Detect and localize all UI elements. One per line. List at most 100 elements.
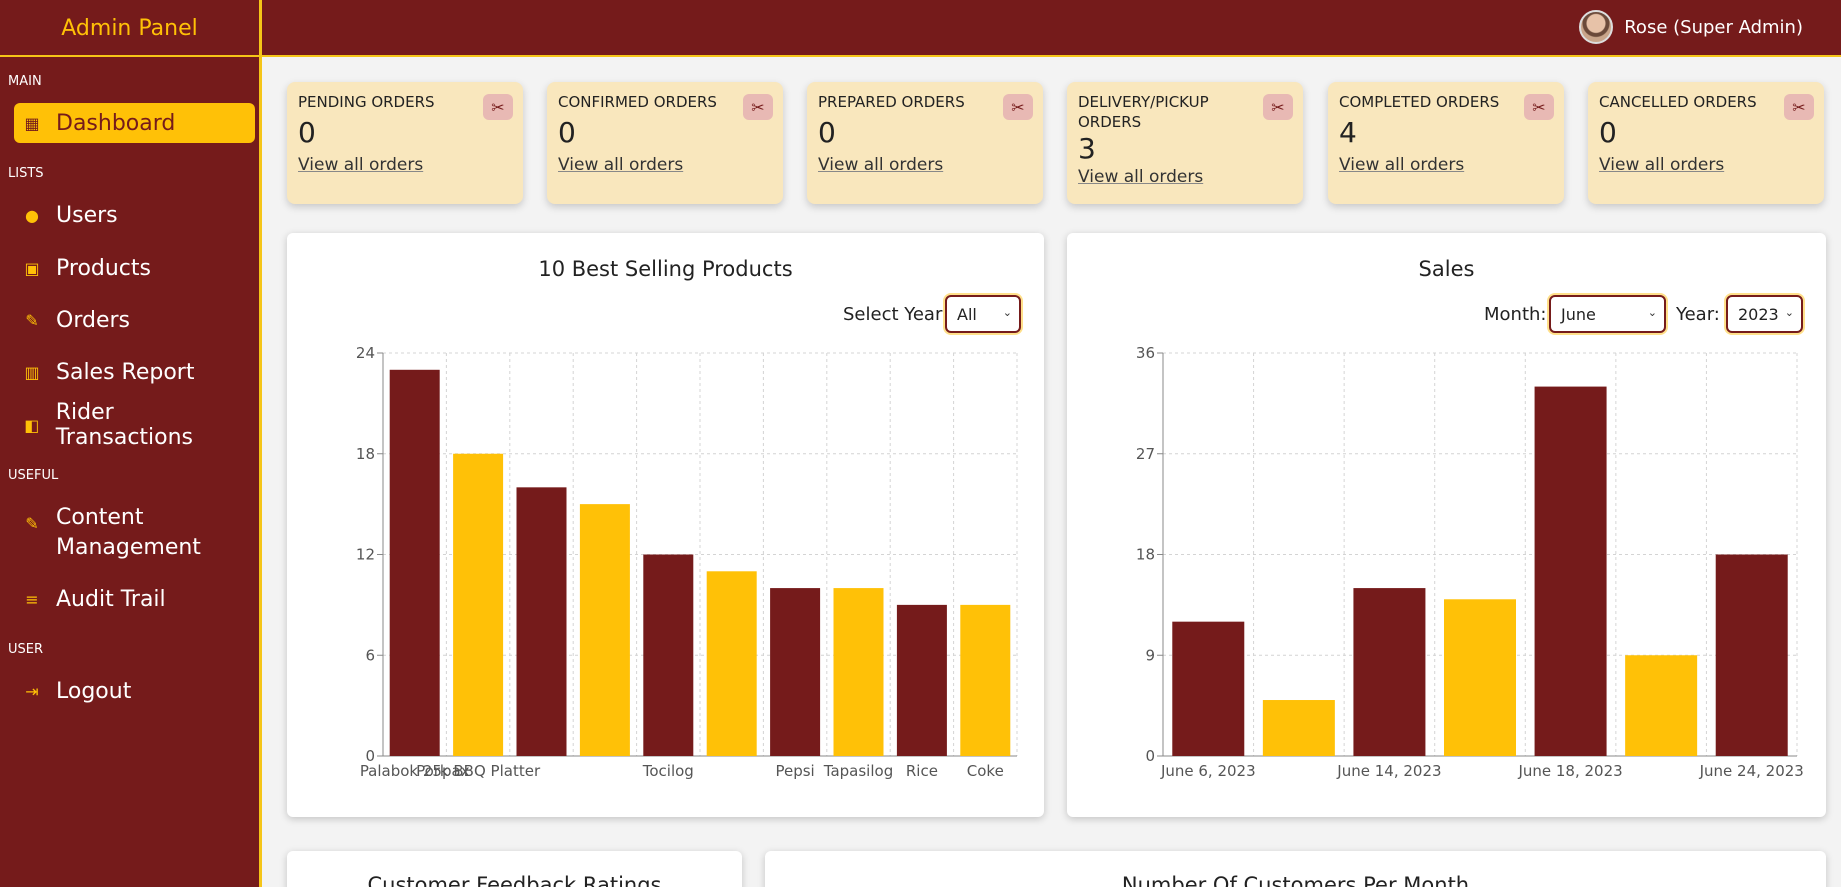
card-confirmed-orders: CONFIRMED ORDERS 0 View all orders ✂ — [547, 82, 783, 204]
chart-bar — [1715, 554, 1788, 756]
utensils-icon: ✂ — [1003, 94, 1033, 120]
chart-icon: ▥ — [24, 362, 40, 382]
y-tick-label: 18 — [1136, 546, 1155, 564]
chart-bar — [1353, 588, 1426, 756]
x-tick-label: Pepsi — [775, 762, 814, 780]
feedback-panel: Customer Feedback Ratings — [287, 851, 742, 887]
chart-bar — [833, 588, 884, 756]
chart-bar — [643, 554, 694, 756]
utensils-icon: ✂ — [743, 94, 773, 120]
card-prepared-orders: PREPARED ORDERS 0 View all orders ✂ — [807, 82, 1043, 204]
utensils-icon: ✂ — [483, 94, 513, 120]
card-title: PENDING ORDERS — [298, 93, 435, 111]
chevron-down-icon: ⌄ — [1002, 306, 1012, 319]
store-icon: ▣ — [24, 258, 40, 278]
brand-title[interactable]: Admin Panel — [0, 0, 262, 57]
y-tick-label: 18 — [356, 445, 375, 463]
view-all-orders-link[interactable]: View all orders — [1599, 155, 1725, 175]
card-count: 0 — [558, 116, 576, 149]
avatar[interactable] — [1579, 10, 1614, 44]
user-name[interactable]: Rose (Super Admin) — [1624, 16, 1803, 38]
card-count: 0 — [1599, 116, 1617, 149]
sidebar-item-dashboard[interactable]: ▦ Dashboard — [14, 103, 255, 143]
search-list-icon: ≡ — [25, 589, 39, 609]
sidebar-item-rider-transactions[interactable]: ◧ Rider Transactions — [14, 400, 255, 450]
card-title: PREPARED ORDERS — [818, 93, 965, 111]
x-tick-label: June 18, 2023 — [1517, 762, 1622, 780]
section-lists: LISTS — [8, 166, 44, 181]
sidebar-item-products[interactable]: ▣ Products — [14, 248, 255, 288]
y-tick-label: 24 — [356, 344, 375, 362]
x-tick-label: Palabok 25pax — [360, 762, 470, 780]
sales-year-select[interactable]: 2023 ⌄ — [1726, 295, 1803, 333]
sales-chart: 0 9 18 27 36 June 6, 2023 June 14, 2023 June 18… — [1136, 344, 1804, 780]
y-tick-label: 6 — [365, 646, 375, 664]
card-pending-orders: PENDING ORDERS 0 View all orders ✂ — [287, 82, 523, 204]
view-all-orders-link[interactable]: View all orders — [1078, 167, 1204, 187]
chart-bar — [1444, 599, 1516, 756]
view-all-orders-link[interactable]: View all orders — [1339, 155, 1465, 175]
edit-icon: ✎ — [25, 514, 39, 533]
view-all-orders-link[interactable]: View all orders — [558, 155, 684, 175]
year-label: Year: — [1676, 304, 1720, 325]
card-completed-orders: COMPLETED ORDERS 4 View all orders ✂ — [1328, 82, 1564, 204]
view-all-orders-link[interactable]: View all orders — [298, 155, 424, 175]
x-tick-label: Rice — [906, 762, 938, 780]
sidebar-item-audit-trail[interactable]: ≡ Audit Trail — [14, 579, 255, 619]
y-tick-label: 36 — [1136, 344, 1155, 362]
card-title: CONFIRMED ORDERS — [558, 93, 717, 111]
x-tick-label: Tocilog — [642, 762, 694, 780]
chart-bar — [1262, 700, 1335, 756]
x-tick-label: June 6, 2023 — [1160, 762, 1256, 780]
chart-bar — [1534, 386, 1607, 756]
x-tick-label: June 24, 2023 — [1699, 762, 1804, 780]
section-user: USER — [8, 642, 44, 657]
y-tick-label: 27 — [1136, 445, 1155, 463]
y-tick-label: 12 — [356, 546, 375, 564]
sidebar-item-orders[interactable]: ✎ Orders — [14, 300, 255, 340]
chevron-down-icon: ⌄ — [1647, 306, 1657, 319]
wallet-icon: ◧ — [24, 415, 40, 435]
y-tick-label: 9 — [1145, 646, 1155, 664]
utensils-icon: ✂ — [1263, 94, 1293, 120]
sidebar-item-sales-report[interactable]: ▥ Sales Report — [14, 352, 255, 392]
chevron-down-icon: ⌄ — [1784, 306, 1794, 319]
card-title: CANCELLED ORDERS — [1599, 93, 1757, 111]
sidebar-item-logout[interactable]: ⇥ Logout — [14, 671, 255, 711]
month-label: Month: — [1484, 304, 1547, 325]
edit-icon: ✎ — [25, 310, 39, 330]
chart-bar — [1172, 621, 1245, 756]
y-tick-label: 0 — [365, 747, 375, 765]
card-title: DELIVERY/PICKUP ORDERS — [1078, 93, 1209, 131]
x-tick-label: Tapasilog — [823, 762, 893, 780]
x-tick-label: Coke — [967, 762, 1004, 780]
month-select[interactable]: June ⌄ — [1549, 295, 1666, 333]
utensils-icon: ✂ — [1784, 94, 1814, 120]
view-all-orders-link[interactable]: View all orders — [818, 155, 944, 175]
user-icon: ● — [25, 205, 39, 225]
section-main: MAIN — [8, 74, 42, 89]
card-title: COMPLETED ORDERS — [1339, 93, 1500, 111]
chart-bar — [770, 588, 821, 756]
section-useful: USEFUL — [8, 468, 59, 483]
customers-title: Number Of Customers Per Month — [1121, 873, 1470, 887]
x-tick-label: Pork BBQ Platter — [416, 762, 541, 780]
sales-title: Sales — [1418, 257, 1475, 281]
user-menu[interactable]: Rose (Super Admin) — [1579, 10, 1803, 44]
top-bar: Admin Panel Rose (Super Admin) — [0, 0, 1841, 57]
chart-bar — [1625, 655, 1698, 756]
x-tick-label: June 14, 2023 — [1336, 762, 1441, 780]
sidebar: MAIN ▦ Dashboard LISTS ● Users ▣ Product… — [0, 57, 262, 887]
year-select[interactable]: All ⌄ — [945, 295, 1021, 333]
feedback-title: Customer Feedback Ratings — [367, 873, 662, 887]
chart-bar — [516, 487, 567, 756]
sidebar-item-content-management[interactable]: ✎ Content Management — [14, 501, 255, 565]
best-selling-panel: 10 Best Selling Products Select Year: Al… — [287, 233, 1044, 817]
card-delivery-pickup-orders: DELIVERY/PICKUP ORDERS 3 View all orders… — [1067, 82, 1303, 204]
chart-bar — [706, 571, 757, 756]
best-selling-title: 10 Best Selling Products — [538, 257, 793, 281]
utensils-icon: ✂ — [1524, 94, 1554, 120]
sidebar-item-users[interactable]: ● Users — [14, 195, 255, 235]
card-count: 0 — [818, 116, 836, 149]
